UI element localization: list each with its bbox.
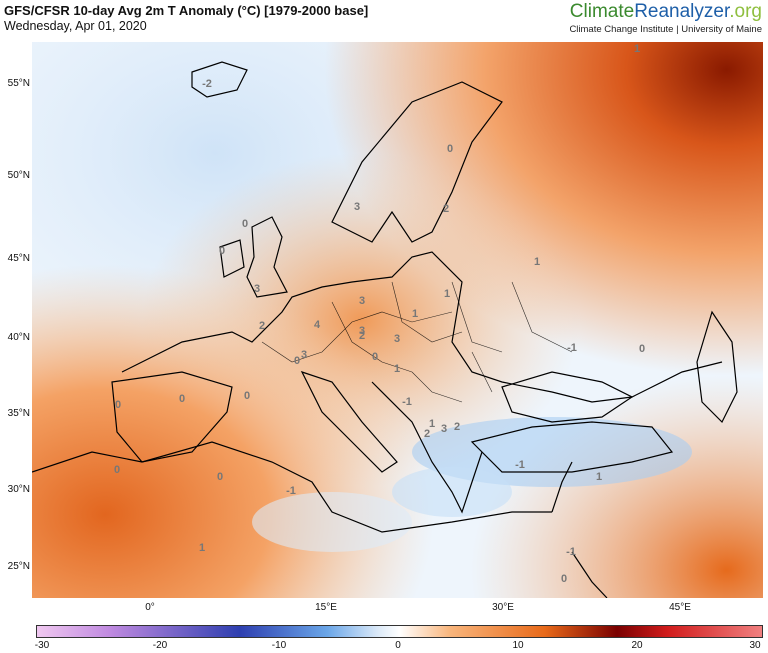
contour-label: 0: [219, 245, 225, 257]
turkey-coastline: [470, 421, 674, 473]
contour-label: 0: [372, 351, 378, 363]
contour-label: 1: [634, 43, 640, 55]
colorbar-tick: -30: [34, 640, 50, 651]
contour-label: 3: [359, 295, 365, 307]
contour-label: 2: [424, 428, 430, 440]
brand-subtitle: Climate Change Institute | University of…: [569, 24, 762, 35]
colorbar-tick: -10: [271, 640, 287, 651]
contour-label: 0: [179, 393, 185, 405]
lat-label-45n: 45°N: [7, 253, 30, 264]
colorbar-tick: 20: [631, 640, 643, 651]
contour-label: 0: [115, 399, 121, 411]
ireland-coastline: [219, 239, 245, 278]
colorbar-tick: 10: [512, 640, 524, 651]
contour-label: 2: [443, 203, 449, 215]
lat-label-35n: 35°N: [7, 408, 30, 419]
colorbar-tick: 0: [395, 640, 401, 651]
contour-label: -1: [567, 342, 577, 354]
lat-label-40n: 40°N: [7, 332, 30, 343]
contour-label: 2: [454, 421, 460, 433]
contour-label: 3: [441, 423, 447, 435]
north-africa-coastline: [32, 441, 552, 533]
contour-label: 1: [412, 308, 418, 320]
contour-label: 3: [394, 333, 400, 345]
contour-label: -2: [202, 78, 212, 90]
contour-label: 0: [639, 343, 645, 355]
iberia-coastline: [111, 371, 233, 463]
europe-coastline: [121, 251, 723, 403]
lon-label-0: 0°: [145, 602, 155, 613]
contour-label: 4: [314, 319, 321, 331]
contour-label: -1: [515, 459, 525, 471]
contour-label: -1: [566, 546, 576, 558]
colorbar-tick: -20: [152, 640, 168, 651]
lat-label-25n: 25°N: [7, 561, 30, 572]
contour-label: 0: [217, 471, 223, 483]
lat-label-55n: 55°N: [7, 78, 30, 89]
contour-label: 3: [359, 325, 365, 337]
map-title: GFS/CFSR 10-day Avg 2m T Anomaly (°C) [1…: [4, 3, 369, 18]
british-isles-coastline: [246, 216, 288, 298]
red-sea-coastline: [571, 551, 608, 598]
contour-label: 3: [354, 201, 360, 213]
contour-label: 0: [242, 218, 248, 230]
lon-label-45e: 45°E: [669, 602, 691, 613]
lon-label-30e: 30°E: [492, 602, 514, 613]
contour-label: 3: [301, 349, 307, 361]
contour-label: 0: [114, 464, 120, 476]
contour-label: 1: [534, 256, 540, 268]
scandinavia-coastline: [331, 81, 503, 243]
contour-label: 0: [561, 573, 567, 585]
contour-label: 0: [294, 355, 300, 367]
contour-label: 3: [254, 283, 260, 295]
contour-label: 1: [199, 542, 205, 554]
contour-label: 2: [359, 330, 365, 342]
contour-label: -1: [286, 485, 296, 497]
balkans-coastline: [371, 381, 483, 514]
brand-logo[interactable]: ClimateReanalyzer.org: [569, 1, 762, 22]
contour-label: 1: [444, 288, 450, 300]
lon-label-15e: 15°E: [315, 602, 337, 613]
colorbar-tick: 30: [749, 640, 761, 651]
black-sea-coastline: [501, 371, 634, 423]
iceland-coastline: [191, 61, 248, 98]
colorbar: [36, 625, 763, 638]
contour-label: 0: [244, 390, 250, 402]
contour-label: 1: [394, 363, 400, 375]
lat-label-30n: 30°N: [7, 484, 30, 495]
country-borders: [261, 281, 573, 403]
caspian-coastline: [696, 310, 738, 424]
lat-label-50n: 50°N: [7, 170, 30, 181]
levant-coastline: [551, 461, 573, 513]
italy-coastline: [300, 370, 398, 473]
contour-label: -1: [402, 396, 412, 408]
contour-label: 1: [596, 471, 602, 483]
contour-label: 0: [447, 143, 453, 155]
contour-label: 1: [429, 418, 435, 430]
contour-label: 2: [259, 320, 265, 332]
map-date: Wednesday, Apr 01, 2020: [4, 19, 147, 33]
